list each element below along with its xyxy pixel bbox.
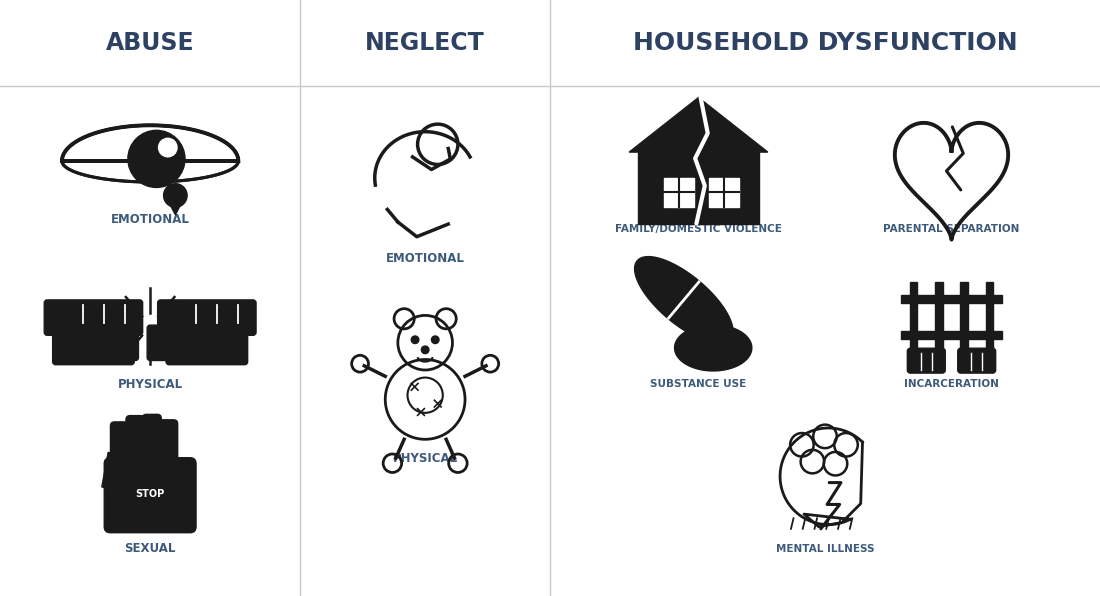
FancyBboxPatch shape — [901, 331, 1002, 339]
Text: HOUSEHOLD DYSFUNCTION: HOUSEHOLD DYSFUNCTION — [632, 31, 1018, 55]
Text: PARENTAL SEPARATION: PARENTAL SEPARATION — [883, 224, 1020, 234]
Text: PHYSICAL: PHYSICAL — [393, 452, 458, 465]
Polygon shape — [102, 452, 121, 491]
Circle shape — [128, 131, 185, 188]
FancyBboxPatch shape — [901, 296, 1002, 303]
Text: NEGLECT: NEGLECT — [365, 31, 485, 55]
FancyBboxPatch shape — [104, 458, 196, 533]
FancyBboxPatch shape — [142, 414, 162, 472]
FancyBboxPatch shape — [158, 420, 178, 472]
FancyBboxPatch shape — [147, 325, 176, 361]
FancyBboxPatch shape — [53, 327, 134, 365]
Polygon shape — [165, 195, 186, 215]
Text: STOP: STOP — [135, 489, 165, 499]
Text: MENTAL ILLNESS: MENTAL ILLNESS — [776, 544, 875, 554]
Text: ABUSE: ABUSE — [106, 31, 195, 55]
Text: EMOTIONAL: EMOTIONAL — [111, 213, 189, 225]
FancyBboxPatch shape — [126, 415, 145, 472]
FancyBboxPatch shape — [157, 300, 256, 336]
FancyBboxPatch shape — [110, 422, 130, 472]
Text: INCARCERATION: INCARCERATION — [904, 379, 999, 389]
Circle shape — [411, 336, 419, 343]
FancyBboxPatch shape — [908, 348, 945, 373]
FancyBboxPatch shape — [960, 282, 968, 370]
FancyBboxPatch shape — [935, 282, 943, 370]
Text: FAMILY/DOMESTIC VIOLENCE: FAMILY/DOMESTIC VIOLENCE — [615, 224, 782, 234]
FancyBboxPatch shape — [710, 178, 739, 207]
Text: EMOTIONAL: EMOTIONAL — [386, 253, 464, 265]
Circle shape — [164, 184, 187, 207]
FancyBboxPatch shape — [638, 152, 759, 224]
FancyBboxPatch shape — [958, 348, 996, 373]
Polygon shape — [674, 325, 751, 371]
FancyBboxPatch shape — [44, 300, 143, 336]
Circle shape — [158, 138, 177, 157]
Circle shape — [421, 346, 429, 353]
FancyBboxPatch shape — [986, 282, 993, 370]
Circle shape — [431, 336, 439, 343]
Polygon shape — [635, 257, 733, 343]
FancyBboxPatch shape — [166, 327, 248, 365]
Polygon shape — [62, 125, 239, 182]
Text: PHYSICAL: PHYSICAL — [118, 377, 183, 390]
FancyBboxPatch shape — [910, 282, 917, 370]
FancyBboxPatch shape — [664, 178, 694, 207]
Text: SEXUAL: SEXUAL — [124, 542, 176, 555]
FancyBboxPatch shape — [109, 325, 139, 361]
Polygon shape — [629, 98, 768, 152]
Text: SUBSTANCE USE: SUBSTANCE USE — [650, 379, 747, 389]
